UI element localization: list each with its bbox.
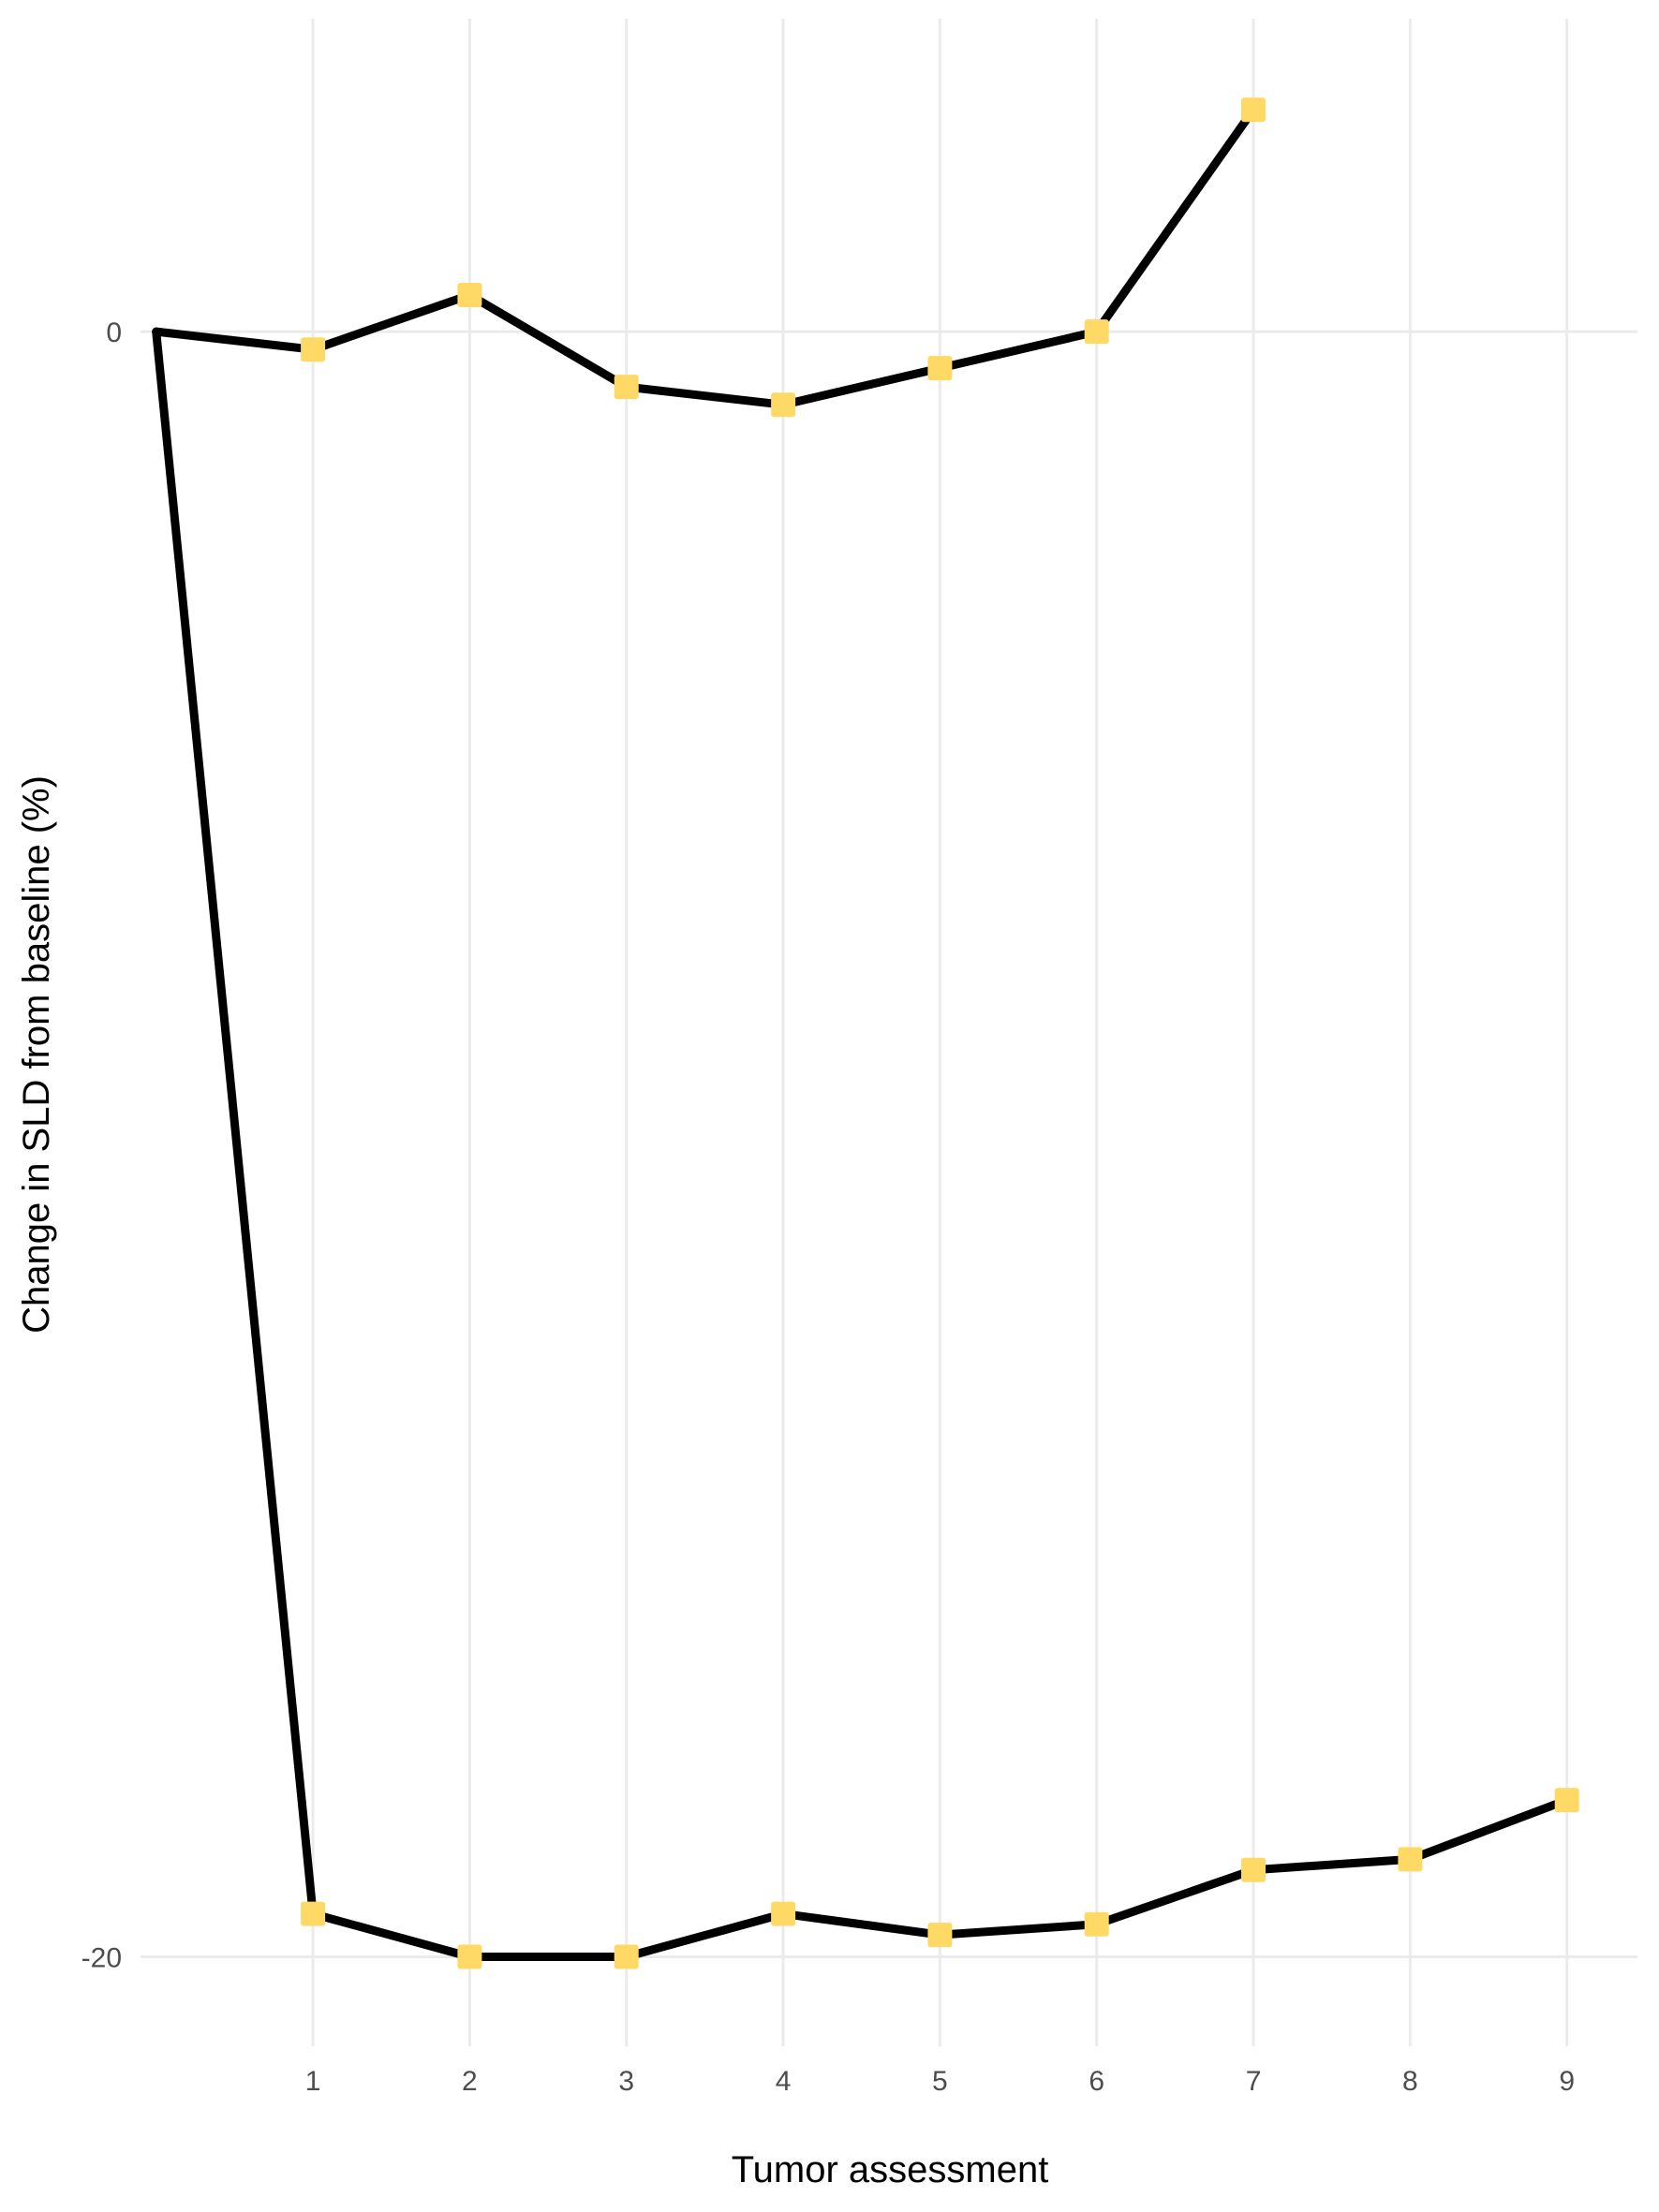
series-2-point-4 <box>771 1901 796 1926</box>
series-1-point-1 <box>301 337 326 362</box>
series-2-point-3 <box>614 1944 639 1969</box>
x-tick-label-7: 7 <box>1246 2066 1262 2097</box>
x-tick-label-8: 8 <box>1402 2066 1418 2097</box>
x-tick-label-1: 1 <box>305 2066 321 2097</box>
y-tick-label--20: -20 <box>81 1943 122 1974</box>
series-1-point-5 <box>927 356 953 381</box>
series-2-point-7 <box>1241 1857 1266 1882</box>
x-tick-label-9: 9 <box>1559 2066 1575 2097</box>
grid-lines <box>141 19 1637 2046</box>
series-1-point-4 <box>771 392 796 418</box>
series-2-point-6 <box>1084 1911 1109 1937</box>
series-2-point-1 <box>301 1901 326 1926</box>
x-tick-label-2: 2 <box>462 2066 478 2097</box>
series-1-point-6 <box>1084 319 1109 345</box>
series-2-point-8 <box>1398 1847 1423 1872</box>
x-tick-label-4: 4 <box>776 2066 792 2097</box>
y-axis-title: Change in SLD from baseline (%) <box>16 775 57 1334</box>
tick-labels: 1 2 3 4 5 6 7 8 9 0 -20 <box>81 317 1575 2097</box>
series-2-point-2 <box>457 1944 482 1969</box>
series-1-point-3 <box>614 375 639 400</box>
series-1-point-2 <box>457 283 482 307</box>
series-layer <box>152 97 1579 1969</box>
series-2-line <box>152 327 1572 1961</box>
series-2-point-5 <box>927 1923 953 1948</box>
series-2-point-9 <box>1554 1788 1579 1813</box>
series-1-point-7 <box>1241 97 1266 123</box>
y-tick-label-0: 0 <box>106 317 122 348</box>
series-1-line <box>152 105 1258 409</box>
x-tick-label-3: 3 <box>618 2066 634 2097</box>
x-axis-title: Tumor assessment <box>732 2149 1049 2190</box>
x-tick-label-6: 6 <box>1089 2066 1104 2097</box>
x-tick-label-5: 5 <box>932 2066 948 2097</box>
